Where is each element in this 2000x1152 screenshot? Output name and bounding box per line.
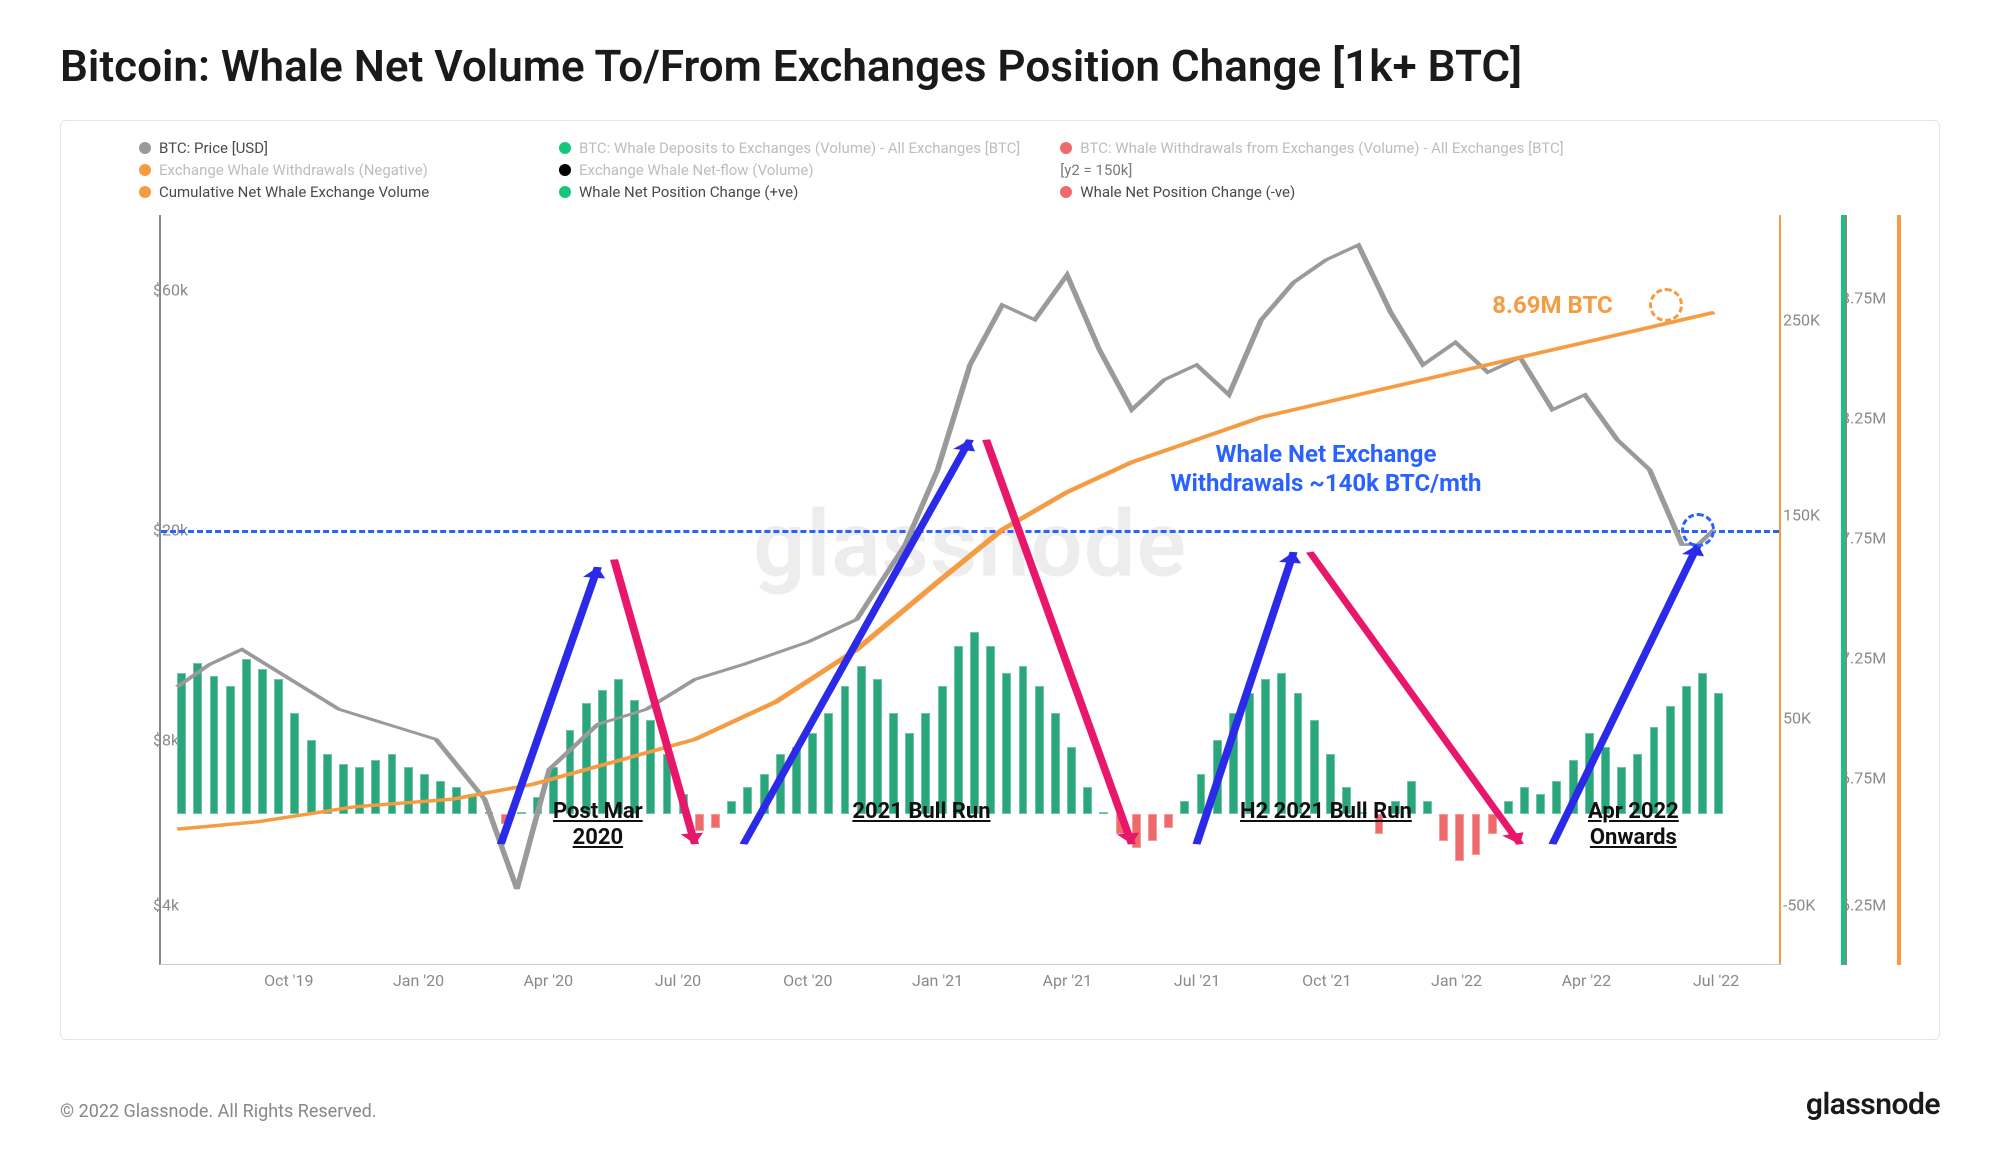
annotation-blue-text: Whale Net ExchangeWithdrawals ~140k BTC/… <box>1170 440 1481 499</box>
x-axis-tick: Jan '20 <box>393 971 444 990</box>
axis-tick: 8.25M <box>1841 408 1886 427</box>
axis-tick: 250K <box>1783 311 1820 330</box>
axis-tick: 150K <box>1783 506 1820 525</box>
x-axis: Oct '19 Jan '20 Apr '20 Jul '20 Oct '20 Jan '… <box>159 971 1781 999</box>
legend-item: Whale Net Position Change (-ve) <box>1060 183 1563 201</box>
legend-dot-icon <box>559 186 571 198</box>
x-axis-tick: Oct '20 <box>783 971 832 990</box>
y-axis-left: $60k$20k$8k$4k <box>99 215 153 965</box>
legend: BTC: Price [USD] Exchange Whale Withdrawa… <box>79 133 1921 211</box>
legend-item: Exchange Whale Net-flow (Volume) <box>559 161 1020 179</box>
annotation-callout: 2021 Bull Run <box>852 799 990 825</box>
legend-dot-icon <box>1060 142 1072 154</box>
axis-tick: 7.75M <box>1841 528 1886 547</box>
lines-layer <box>161 215 1779 964</box>
legend-label: BTC: Whale Deposits to Exchanges (Volume… <box>579 139 1020 157</box>
legend-label: Whale Net Position Change (-ve) <box>1080 183 1295 201</box>
legend-item: BTC: Whale Deposits to Exchanges (Volume… <box>559 139 1020 157</box>
legend-label: Exchange Whale Net-flow (Volume) <box>579 161 814 179</box>
legend-col-2: BTC: Whale Deposits to Exchanges (Volume… <box>559 139 1020 201</box>
legend-dot-icon <box>1060 186 1072 198</box>
legend-dot-icon <box>139 164 151 176</box>
legend-item: [y2 = 150k] <box>1060 161 1563 179</box>
x-axis-tick: Apr '22 <box>1562 971 1612 990</box>
x-axis-tick: Jan '21 <box>912 971 963 990</box>
x-axis-tick: Jul '21 <box>1174 971 1220 990</box>
x-axis-tick: Apr '21 <box>1043 971 1093 990</box>
legend-label: Cumulative Net Whale Exchange Volume <box>159 183 429 201</box>
legend-col-3: BTC: Whale Withdrawals from Exchanges (V… <box>1060 139 1563 201</box>
x-axis-tick: Oct '19 <box>264 971 313 990</box>
legend-label: Exchange Whale Withdrawals (Negative) <box>159 161 428 179</box>
trend-arrow-head <box>1502 832 1523 844</box>
right-edge-accent-green <box>1841 215 1845 965</box>
legend-item: Whale Net Position Change (+ve) <box>559 183 1020 201</box>
y-axis-right-inner: 250K 150K 50K -50K <box>1783 215 1833 965</box>
trend-arrow <box>743 440 970 844</box>
circle-marker-icon <box>1681 513 1715 547</box>
x-axis-tick: Apr '20 <box>523 971 573 990</box>
legend-item: BTC: Price [USD] <box>139 139 519 157</box>
chart-card: BTC: Price [USD] Exchange Whale Withdrawa… <box>60 120 1940 1040</box>
plot-canvas: glassnode Post Mar20202021 Bull RunH2 20… <box>159 215 1781 965</box>
legend-item: Cumulative Net Whale Exchange Volume <box>139 183 519 201</box>
legend-item: BTC: Whale Withdrawals from Exchanges (V… <box>1060 139 1563 157</box>
x-axis-tick: Oct '21 <box>1302 971 1351 990</box>
cumulative-volume-line <box>177 312 1714 829</box>
legend-dot-icon <box>139 142 151 154</box>
copyright: © 2022 Glassnode. All Rights Reserved. <box>60 1101 377 1122</box>
y-axis-right-outer: 8.75M 8.25M 7.75M 7.25M 6.75M 6.25M <box>1841 215 1897 965</box>
axis-tick: 7.25M <box>1841 648 1886 667</box>
axis-tick: 6.75M <box>1841 768 1886 787</box>
circle-marker-icon <box>1649 288 1683 322</box>
legend-label: BTC: Whale Withdrawals from Exchanges (V… <box>1080 139 1563 157</box>
axis-tick: 6.25M <box>1841 896 1886 915</box>
chart-title: Bitcoin: Whale Net Volume To/From Exchan… <box>60 40 1940 92</box>
plot-area: $60k$20k$8k$4k 250K 150K 50K -50K 8.75M 8.25… <box>89 215 1911 1005</box>
axis-tick: 8.75M <box>1841 288 1886 307</box>
legend-label: [y2 = 150k] <box>1060 161 1132 179</box>
footer: © 2022 Glassnode. All Rights Reserved. g… <box>60 1087 1940 1122</box>
legend-dot-icon <box>139 186 151 198</box>
annotation-callout: Apr 2022Onwards <box>1588 799 1679 851</box>
annotation-orange-text: 8.69M BTC <box>1492 291 1613 319</box>
brand-logo: glassnode <box>1806 1087 1940 1122</box>
trend-arrow <box>986 440 1132 844</box>
legend-dot-icon <box>559 142 571 154</box>
annotation-callout: H2 2021 Bull Run <box>1240 799 1412 825</box>
axis-tick: 50K <box>1783 708 1811 727</box>
annotation-callout: Post Mar2020 <box>553 799 643 851</box>
legend-label: Whale Net Position Change (+ve) <box>579 183 798 201</box>
x-axis-tick: Jul '20 <box>655 971 701 990</box>
legend-label: BTC: Price [USD] <box>159 139 268 157</box>
x-axis-tick: Jan '22 <box>1431 971 1482 990</box>
right-edge-accent-orange <box>1897 215 1901 965</box>
axis-tick: -50K <box>1783 896 1815 915</box>
legend-dot-icon <box>559 164 571 176</box>
legend-item: Exchange Whale Withdrawals (Negative) <box>139 161 519 179</box>
x-axis-tick: Jul '22 <box>1693 971 1739 990</box>
legend-col-1: BTC: Price [USD] Exchange Whale Withdrawa… <box>139 139 519 201</box>
arrows-layer <box>501 440 1704 844</box>
